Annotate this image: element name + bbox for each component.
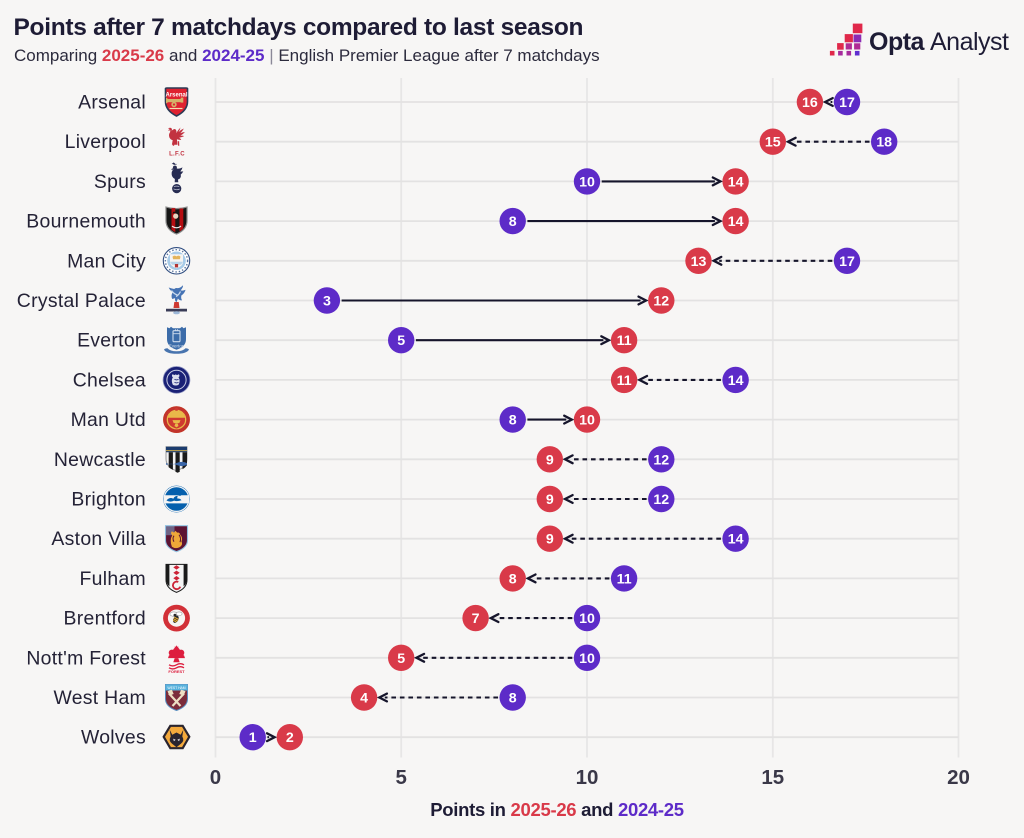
svg-text:14: 14: [728, 174, 744, 190]
svg-text:9: 9: [546, 532, 554, 548]
svg-text:West Ham: West Ham: [53, 687, 146, 709]
svg-text:2: 2: [286, 730, 294, 746]
svg-text:20: 20: [947, 766, 970, 789]
svg-text:Spurs: Spurs: [94, 171, 146, 193]
svg-text:Brighton: Brighton: [71, 489, 146, 511]
svg-text:Analyst: Analyst: [930, 28, 1009, 56]
svg-text:5: 5: [397, 651, 405, 667]
svg-text:4: 4: [360, 691, 368, 707]
svg-text:Chelsea: Chelsea: [73, 369, 146, 391]
svg-text:10: 10: [579, 611, 595, 627]
svg-text:Nott'm Forest: Nott'm Forest: [26, 647, 146, 669]
svg-text:Liverpool: Liverpool: [65, 131, 146, 153]
svg-text:10: 10: [579, 413, 595, 429]
svg-text:L.F.C: L.F.C: [169, 152, 185, 158]
svg-text:Man City: Man City: [67, 250, 146, 272]
svg-text:15: 15: [761, 766, 784, 789]
svg-text:16: 16: [802, 95, 818, 111]
svg-text:Crystal Palace: Crystal Palace: [17, 290, 146, 312]
svg-text:3: 3: [323, 294, 331, 310]
svg-text:Everton: Everton: [169, 344, 185, 349]
svg-text:14: 14: [728, 373, 744, 389]
svg-text:13: 13: [691, 254, 707, 270]
svg-text:8: 8: [509, 691, 517, 707]
svg-text:8: 8: [509, 214, 517, 230]
svg-text:11: 11: [617, 373, 632, 389]
svg-text:12: 12: [653, 452, 669, 468]
svg-text:11: 11: [617, 571, 632, 587]
svg-text:Aston Villa: Aston Villa: [51, 528, 146, 550]
svg-text:0: 0: [210, 766, 221, 789]
svg-text:5: 5: [395, 766, 406, 789]
svg-text:9: 9: [546, 492, 554, 508]
svg-text:10: 10: [576, 766, 599, 789]
svg-text:WEST HAM: WEST HAM: [167, 686, 185, 690]
svg-text:10: 10: [579, 174, 595, 190]
svg-text:8: 8: [509, 413, 517, 429]
svg-text:10: 10: [579, 651, 595, 667]
svg-text:Brentford: Brentford: [64, 608, 146, 630]
svg-text:Fulham: Fulham: [80, 568, 146, 590]
svg-text:Arsenal: Arsenal: [165, 93, 187, 99]
svg-text:Everton: Everton: [77, 330, 146, 352]
svg-text:15: 15: [765, 135, 781, 151]
svg-text:Arsenal: Arsenal: [78, 92, 146, 114]
svg-text:14: 14: [728, 532, 744, 548]
svg-text:1: 1: [249, 730, 257, 746]
svg-text:14: 14: [728, 214, 744, 230]
svg-text:5: 5: [397, 333, 405, 349]
svg-text:7: 7: [472, 611, 480, 627]
svg-text:17: 17: [839, 254, 855, 270]
svg-text:11: 11: [617, 333, 632, 349]
svg-text:12: 12: [653, 294, 669, 310]
svg-text:8: 8: [509, 571, 517, 587]
svg-text:Wolves: Wolves: [81, 727, 146, 749]
svg-text:FOREST: FOREST: [168, 669, 185, 674]
svg-text:Opta: Opta: [869, 28, 926, 56]
svg-text:18: 18: [876, 135, 892, 151]
svg-text:17: 17: [839, 95, 855, 111]
svg-text:Man Utd: Man Utd: [71, 409, 146, 431]
svg-text:12: 12: [653, 492, 669, 508]
svg-text:Bournemouth: Bournemouth: [26, 211, 146, 233]
svg-text:9: 9: [546, 452, 554, 468]
svg-text:Newcastle: Newcastle: [54, 449, 146, 471]
